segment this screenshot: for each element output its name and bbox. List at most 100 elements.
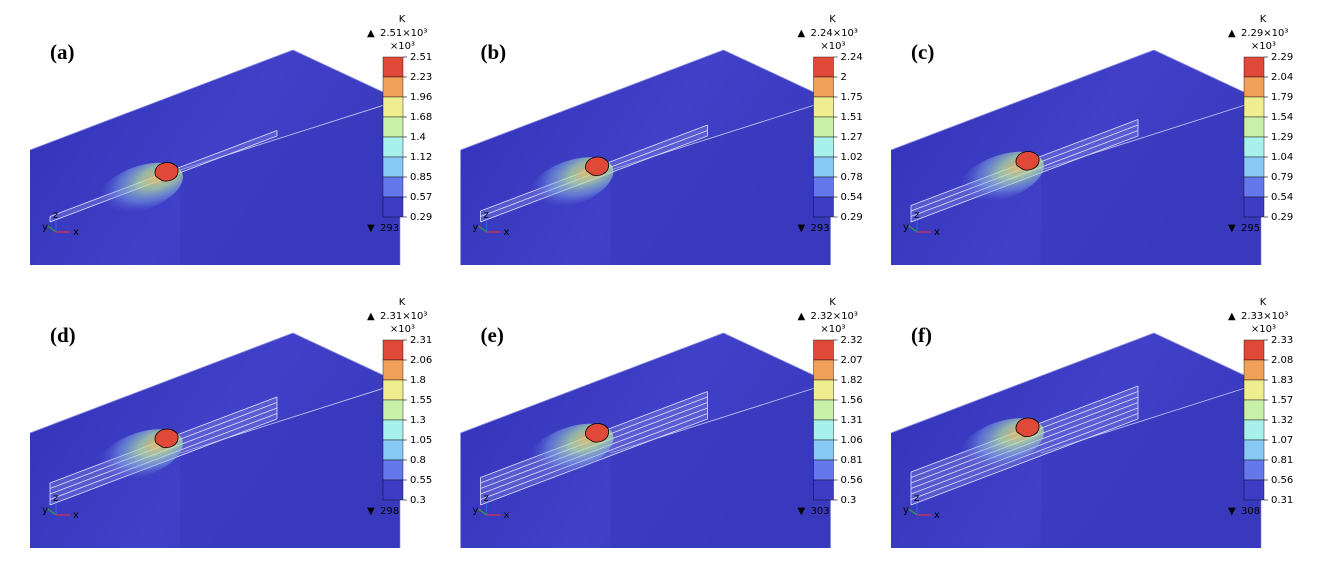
colorbar-tick-label: 0.55 — [410, 475, 432, 486]
colorbar-band — [813, 176, 834, 198]
colorbar-max: 2.31×10³ — [380, 311, 427, 322]
colorbar-band — [813, 379, 834, 401]
colorbar-max: ▲ — [798, 311, 806, 322]
colorbar-scale: ×10³ — [390, 41, 415, 52]
colorbar-band — [1243, 96, 1265, 118]
colorbar-band — [813, 116, 834, 138]
block-edge — [1040, 99, 1262, 171]
colorbar-band — [813, 359, 834, 381]
colorbar-tick-label: 0.54 — [1271, 192, 1293, 203]
colorbar-band — [813, 196, 834, 218]
colorbar-tick-label: 0.81 — [841, 455, 863, 466]
panel-label: (b) — [481, 40, 507, 64]
panel-label: (f) — [911, 323, 932, 347]
colorbar-band — [382, 56, 404, 78]
colorbar-tick-label: 0.81 — [1271, 455, 1293, 466]
colorbar-scale: ×10³ — [820, 324, 845, 335]
colorbar-min: 298 — [380, 506, 399, 517]
colorbar-tick-label: 2 — [841, 72, 847, 83]
colorbar-band — [1243, 339, 1265, 361]
colorbar-band — [1243, 439, 1265, 461]
block-side — [180, 383, 400, 548]
melt-pool — [154, 428, 179, 448]
block-edge — [292, 332, 401, 384]
colorbar-scale: ×10³ — [1251, 324, 1276, 335]
block-edge — [1153, 332, 1262, 384]
colorbar-max: ▲ — [1228, 311, 1236, 322]
colorbar-band — [382, 479, 404, 501]
colorbar-band — [1243, 156, 1265, 178]
colorbar-scale: ×10³ — [1251, 41, 1276, 52]
block-edge — [460, 332, 724, 434]
colorbar-min: 308 — [1241, 506, 1260, 517]
colorbar-tick-label: 1.27 — [841, 132, 863, 143]
triad-label: y — [42, 222, 48, 233]
colorbar-band — [813, 419, 834, 441]
colorbar-band — [382, 76, 404, 98]
colorbar-band — [813, 76, 834, 98]
triad-label: z — [914, 493, 919, 504]
colorbar-tick-label: 1.82 — [841, 375, 863, 386]
block-edge — [179, 99, 401, 171]
colorbar-band — [813, 399, 834, 421]
colorbar-band — [1243, 359, 1265, 381]
colorbar-band — [1243, 196, 1265, 218]
colorbar-tick-label: 0.29 — [410, 212, 432, 223]
colorbar-tick-label: 1.57 — [1271, 395, 1293, 406]
block-side — [1041, 383, 1261, 548]
colorbar-min: ▼ — [1228, 223, 1236, 234]
triad-y — [47, 225, 57, 233]
block-edge — [292, 49, 401, 101]
colorbar-band — [382, 339, 404, 361]
triad-label: x — [73, 510, 79, 521]
triad-label: z — [53, 493, 58, 504]
block-edge — [179, 382, 401, 454]
colorbar-band — [1243, 176, 1265, 198]
colorbar-max: 2.29×10³ — [1241, 28, 1288, 39]
colorbar-band — [1243, 419, 1265, 441]
colorbar-max: 2.24×10³ — [811, 28, 858, 39]
triad-label: z — [53, 210, 58, 221]
colorbar-scale: ×10³ — [390, 324, 415, 335]
colorbar-band — [382, 439, 404, 461]
triad-label: y — [42, 505, 48, 516]
block-edge — [29, 49, 294, 151]
colorbar-tick-label: 1.83 — [1271, 375, 1293, 386]
colorbar-tick-label: 1.02 — [841, 152, 863, 163]
colorbar-min: ▼ — [1228, 506, 1236, 517]
colorbar-tick-label: 0.31 — [1271, 495, 1293, 506]
colorbar-band — [813, 439, 834, 461]
melt-pool — [154, 162, 179, 182]
colorbar-tick-label: 2.29 — [1271, 52, 1293, 63]
colorbar-band — [382, 399, 404, 421]
colorbar-tick-label: 2.51 — [410, 52, 432, 63]
colorbar-tick-label: 0.54 — [841, 192, 863, 203]
block-edge — [1040, 382, 1262, 454]
colorbar-tick-label: 1.31 — [841, 415, 863, 426]
colorbar-max: 2.51×10³ — [380, 28, 427, 39]
colorbar-tick-label: 0.79 — [1271, 172, 1293, 183]
colorbar-tick-label: 1.68 — [410, 112, 432, 123]
triad-y — [47, 508, 57, 516]
colorbar-tick-label: 2.33 — [1271, 335, 1293, 346]
colorbar-tick-label: 1.32 — [1271, 415, 1293, 426]
colorbar-band — [1243, 479, 1265, 501]
block-edge — [29, 332, 294, 434]
panel-label: (a) — [50, 40, 75, 64]
colorbar-tick-label: 0.56 — [841, 475, 863, 486]
triad-label: z — [484, 210, 489, 221]
triad-label: x — [934, 510, 940, 521]
colorbar-min: ▼ — [367, 506, 375, 517]
triad-y — [908, 225, 918, 233]
block-edge — [890, 49, 1155, 151]
triad-label: y — [903, 222, 909, 233]
colorbar-band — [382, 459, 404, 481]
melt-pool — [585, 156, 609, 176]
colorbar-band — [382, 359, 404, 381]
colorbar-band — [382, 96, 404, 118]
colorbar-band — [813, 136, 834, 158]
colorbar-max: ▲ — [798, 28, 806, 39]
